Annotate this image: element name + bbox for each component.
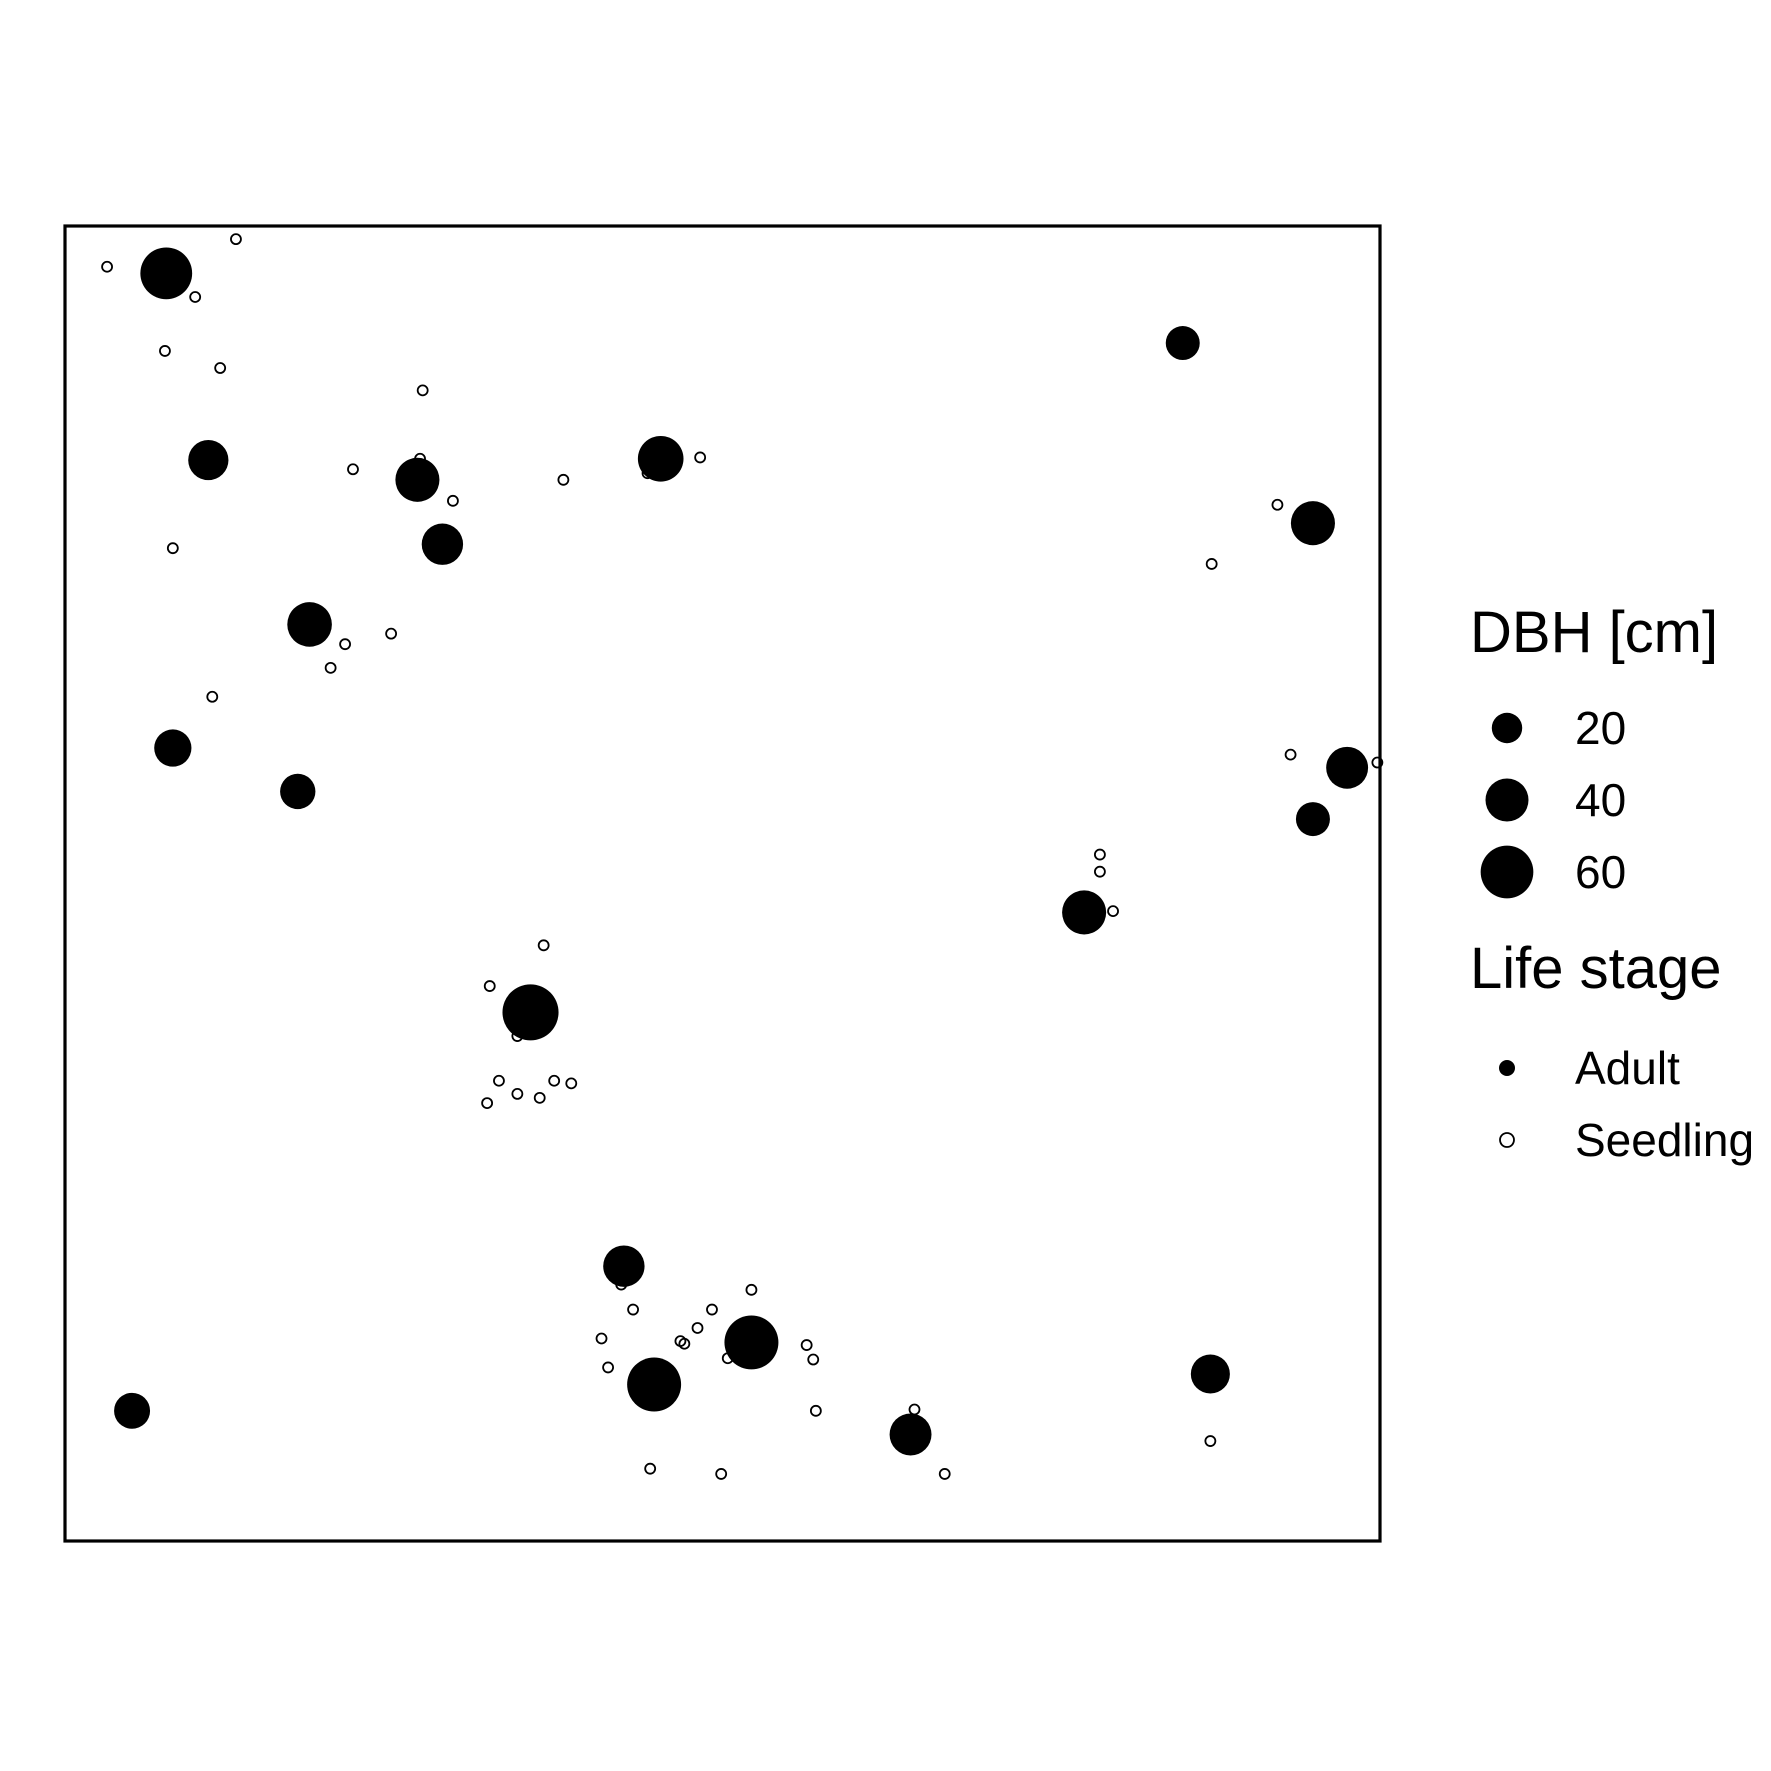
adult-point — [889, 1413, 932, 1456]
seedling-point — [694, 451, 707, 464]
plot-marks — [101, 233, 1384, 1480]
size-legend-key-20 — [1491, 712, 1523, 744]
seedling-point — [511, 1030, 524, 1042]
seedling-point — [595, 1332, 608, 1345]
seedling-point — [481, 1097, 494, 1110]
size-legend-label: 60 — [1575, 846, 1626, 898]
seedling-point — [214, 362, 227, 374]
stage-legend-key-adult — [1499, 1060, 1515, 1076]
adult-point — [502, 984, 559, 1041]
stage-legend-title: Life stage — [1470, 936, 1722, 1001]
seedling-point — [537, 939, 550, 952]
seedling-point — [715, 1468, 728, 1480]
adult-point — [1290, 501, 1335, 546]
seedling-point — [230, 233, 242, 246]
adult-series — [114, 247, 1369, 1456]
seedling-point — [416, 384, 429, 397]
seedling-point — [159, 345, 171, 357]
seedling-series — [101, 233, 1384, 1480]
seedling-point — [691, 1322, 704, 1334]
seedling-point — [533, 1091, 546, 1104]
seedling-point — [447, 494, 459, 507]
seedling-point — [548, 1074, 561, 1087]
seedling-point — [385, 627, 398, 640]
adult-point — [188, 439, 229, 481]
seedling-point — [908, 1403, 921, 1416]
seedling-point — [800, 1339, 813, 1351]
stage-legend-key-seedling — [1499, 1132, 1515, 1148]
seedling-point — [347, 463, 359, 476]
seedling-point — [189, 291, 202, 303]
seedling-point — [557, 473, 570, 486]
seedling-point — [745, 1283, 758, 1296]
seedling-point — [1205, 558, 1218, 570]
seedling-point — [1204, 1435, 1217, 1447]
adult-point — [1326, 746, 1369, 789]
seedling-point — [641, 467, 654, 480]
size-legend-key-40 — [1485, 778, 1529, 822]
seedling-point — [166, 542, 179, 555]
seedling-point — [493, 1074, 505, 1087]
seedling-point — [721, 1352, 734, 1365]
adult-point — [287, 602, 332, 647]
seedling-point — [483, 980, 496, 992]
seedling-point — [324, 661, 337, 674]
stage-legend-label: Seedling — [1575, 1114, 1754, 1166]
seedling-point — [206, 690, 219, 703]
seedling-point — [1094, 865, 1106, 878]
seedling-point — [1094, 848, 1106, 861]
adult-point — [140, 247, 193, 300]
seedling-point — [511, 1088, 524, 1100]
seedling-point — [1107, 905, 1119, 918]
seedling-point — [101, 260, 113, 273]
seedling-point — [602, 1361, 614, 1374]
adult-point — [637, 435, 684, 482]
seedling-point — [615, 1278, 628, 1291]
stage-legend-keys: Adult Seedling — [1499, 1042, 1754, 1166]
seedling-point — [706, 1303, 718, 1316]
adult-point — [114, 1392, 151, 1429]
adult-point — [603, 1245, 645, 1287]
adult-point — [1295, 802, 1330, 837]
size-legend-key-60 — [1480, 845, 1534, 899]
adult-point — [1165, 326, 1200, 361]
plot-panel-border — [63, 224, 1382, 1543]
size-legend-label: 40 — [1575, 774, 1626, 826]
seedling-point — [678, 1337, 691, 1350]
adult-point — [627, 1357, 682, 1412]
adult-point — [1190, 1354, 1230, 1394]
seedling-point — [1371, 756, 1384, 769]
adult-point — [154, 729, 192, 767]
size-legend-title: DBH [cm] — [1470, 600, 1718, 665]
legend: DBH [cm] 20 40 60 Life stage Adult Seedling — [1470, 600, 1754, 1166]
seedling-point — [339, 638, 351, 651]
seedling-point — [1284, 748, 1297, 761]
size-legend-keys: 20 40 60 — [1480, 702, 1626, 899]
adult-point — [421, 523, 464, 565]
adult-point — [395, 457, 440, 502]
seedling-point — [644, 1462, 657, 1475]
seedling-point — [938, 1468, 951, 1480]
adult-point — [724, 1315, 779, 1370]
size-legend-label: 20 — [1575, 702, 1626, 754]
seedling-point — [414, 452, 426, 465]
seedling-point — [809, 1404, 822, 1417]
stage-legend-label: Adult — [1575, 1042, 1680, 1094]
seedling-point — [627, 1303, 639, 1316]
adult-point — [1062, 890, 1107, 935]
seedling-point — [807, 1353, 820, 1366]
seedling-point — [565, 1077, 578, 1090]
adult-point — [280, 773, 316, 810]
seedling-point — [1271, 498, 1284, 511]
